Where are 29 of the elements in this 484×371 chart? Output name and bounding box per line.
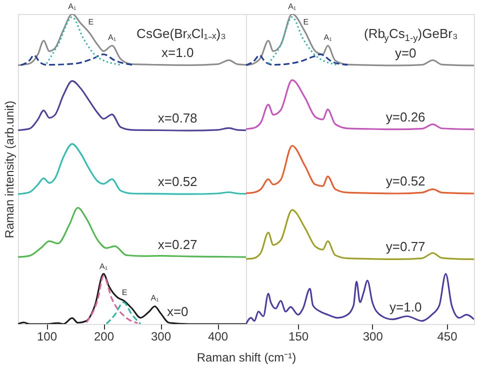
series-label: x=0.78 — [158, 110, 198, 126]
series-label: y=1.0 — [390, 299, 422, 314]
x-tick-label: 200 — [94, 330, 114, 344]
annotation: E — [122, 288, 128, 297]
annotation: A₁ — [68, 2, 76, 11]
annotation: A₁ — [288, 2, 296, 11]
series-label: y=0.52 — [386, 173, 426, 188]
x-tick-label: 300 — [362, 330, 384, 344]
y-axis-title: Raman intensity (arb.unit) — [2, 100, 16, 238]
series-label: y=0.77 — [386, 239, 426, 254]
series-label: y=0.26 — [386, 109, 426, 124]
annotation: A₁ — [150, 293, 160, 302]
annotation: A₁ — [108, 33, 116, 42]
x-tick-label: 400 — [208, 330, 228, 344]
x-tick-label: 450 — [437, 330, 458, 344]
annotation: E — [303, 18, 309, 26]
series-label: x=1.0 — [162, 44, 194, 60]
x-tick-label: 300 — [150, 330, 172, 344]
annotation: A₁ — [99, 262, 108, 271]
x-tick-label: 100 — [36, 330, 58, 344]
annotation: E — [88, 18, 94, 26]
x-tick-label: 150 — [288, 330, 309, 344]
annotation: A₁ — [324, 33, 332, 42]
text: CsGe(BrₓCl₁₋ₓ)₃ — [136, 26, 226, 41]
series-label: y=0 — [394, 45, 416, 60]
series-label: x=0.52 — [158, 174, 198, 189]
series-label: x=0.27 — [158, 237, 198, 252]
x-axis-title: Raman shift (cm⁻¹) — [196, 350, 296, 364]
series-label: x=0 — [166, 304, 188, 319]
